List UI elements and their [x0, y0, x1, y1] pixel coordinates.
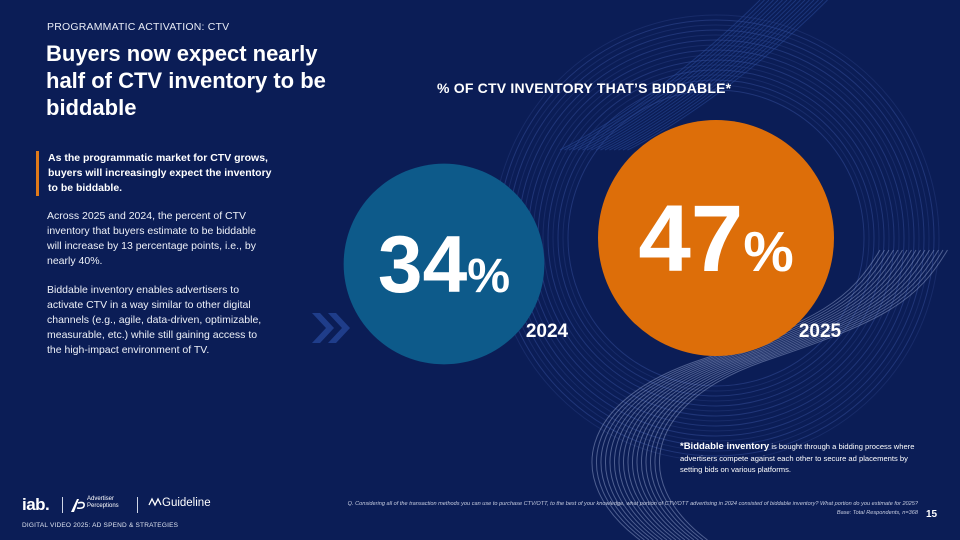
logo-divider: [62, 497, 63, 513]
swirl-line-top: [609, 0, 810, 151]
logo-divider: [137, 497, 138, 513]
swirl-line-top: [564, 0, 765, 151]
double-chevron-icon: [312, 313, 350, 343]
swirl-line-top: [573, 0, 774, 151]
swirl-line-bottom: [645, 249, 935, 540]
page-title: Buyers now expect nearly half of CTV inv…: [46, 41, 326, 120]
swirl-line-bottom: [609, 249, 899, 540]
swirl-ring: [557, 79, 875, 397]
year-label-2025: 2025: [799, 321, 842, 342]
swirl-line-bottom: [618, 249, 908, 540]
body-paragraph-1: Across 2025 and 2024, the percent of CTV…: [47, 210, 256, 267]
footnote-text: is bought through a bidding process wher…: [680, 442, 915, 474]
swirl-line-bottom: [614, 249, 903, 540]
swirl-line-bottom: [641, 249, 930, 540]
swirl-line-top: [613, 0, 815, 151]
guideline-wave-icon: [148, 497, 162, 507]
advertiser-perceptions-logo: Advertiser Perceptions: [87, 496, 119, 510]
swirl-ring: [542, 64, 890, 412]
value-label-2024: 34%: [378, 220, 510, 310]
swirl-line-bottom: [591, 249, 881, 540]
iab-logo: iab.: [22, 495, 50, 514]
swirl-line-bottom: [632, 249, 921, 540]
report-title: DIGITAL VIDEO 2025: AD SPEND & STRATEGIE…: [22, 522, 179, 529]
chart-bubbles: 34% 2024 47% 2025: [343, 120, 842, 365]
swirl-line-bottom: [623, 249, 912, 540]
swirl-line-top: [577, 0, 779, 151]
footnote-term: *Biddable inventory: [680, 441, 770, 452]
chart-title: % OF CTV INVENTORY THAT’S BIDDABLE*: [437, 80, 732, 96]
swirl-line-top: [591, 0, 792, 151]
biddable-footnote: *Biddable inventory is bought through a …: [680, 441, 930, 476]
eyebrow-label: PROGRAMMATIC ACTIVATION: CTV: [47, 21, 230, 33]
swirl-line-top: [604, 0, 806, 151]
guideline-logo: Guideline: [148, 497, 211, 509]
swirl-line-top: [559, 0, 761, 151]
page-number: 15: [926, 509, 938, 520]
swirl-line-top: [586, 0, 788, 151]
swirl-line-top: [568, 0, 770, 151]
swirl-line-top: [582, 0, 783, 151]
swirl-ring: [567, 89, 865, 387]
swirl-line-bottom: [605, 249, 894, 540]
ap-logo-line2: Perceptions: [87, 503, 119, 509]
bubble-2025: [598, 120, 834, 356]
body-paragraph-2: Biddable inventory enables advertisers t…: [47, 284, 262, 356]
swirl-line-bottom: [600, 249, 890, 540]
value-label-2025: 47%: [638, 187, 793, 292]
swirl-line-top: [618, 0, 819, 151]
swirl-line-bottom: [654, 249, 944, 540]
swirl-line-bottom: [636, 249, 926, 540]
swirl-line-top: [595, 0, 797, 151]
swirl-line-bottom: [627, 249, 917, 540]
lead-callout: As the programmatic market for CTV grows…: [36, 151, 278, 196]
year-label-2024: 2024: [526, 321, 569, 342]
swirl-line-top: [600, 0, 801, 151]
swirl-ring: [547, 69, 885, 407]
ap-logo-line1: Advertiser: [87, 496, 115, 502]
swirl-line-top: [622, 0, 824, 151]
source-base: Base: Total Respondents, n=368: [836, 510, 918, 516]
swirl-line-top: [627, 0, 828, 151]
decorative-swirl-lines: [492, 0, 948, 540]
bubble-2024: [343, 163, 545, 365]
swirl-line-bottom: [596, 249, 885, 540]
swirl-line-bottom: [650, 249, 939, 540]
guideline-logo-text: Guideline: [162, 497, 211, 509]
swirl-line-bottom: [659, 249, 948, 540]
ap-logo-icon: [71, 499, 85, 512]
source-question: Q. Considering all of the transaction me…: [347, 501, 918, 507]
